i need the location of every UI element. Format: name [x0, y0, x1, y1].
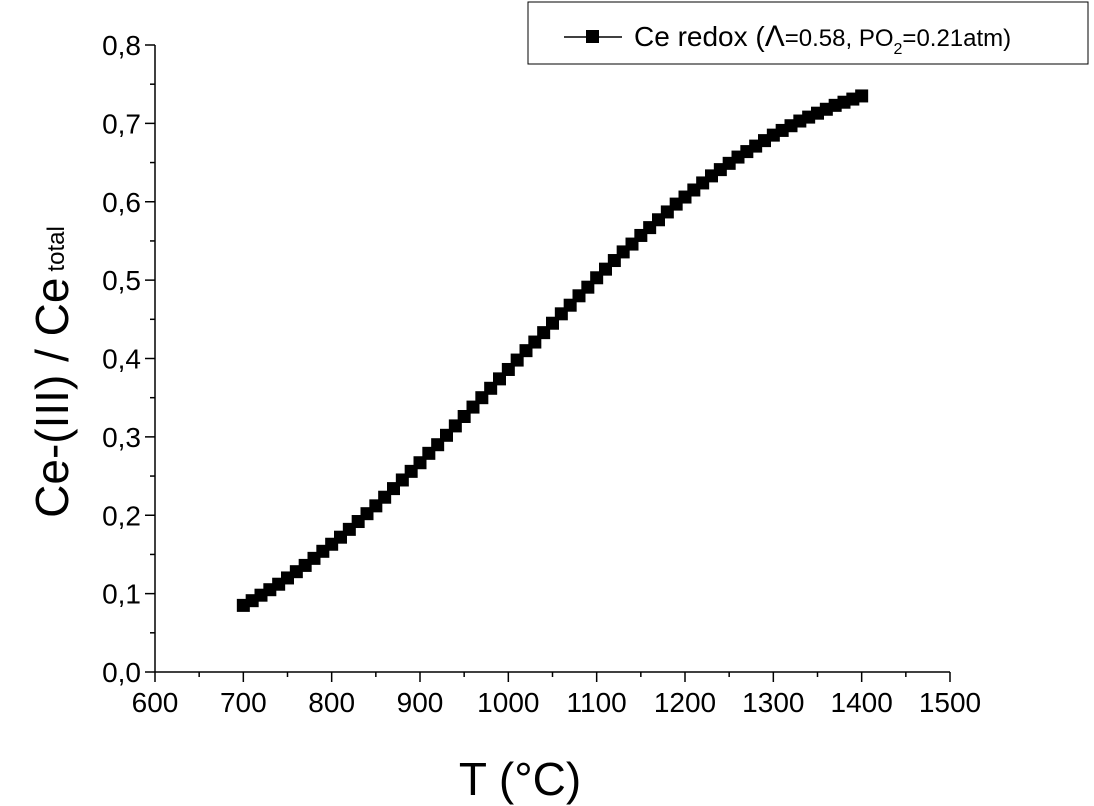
y-axis-title-subscript: total	[43, 226, 70, 271]
x-tick-label: 600	[132, 687, 179, 718]
x-axis-ticks: 600 700 800 900 1000 1100 1200 1300 1400 1500	[132, 672, 981, 718]
y-axis-title-main: Ce-(III) / Ce	[26, 278, 78, 518]
x-tick-label: 700	[220, 687, 267, 718]
y-tick-label: 0,2	[102, 500, 141, 531]
data-point	[855, 89, 869, 103]
y-axis-ticks: 0,0 0,1 0,2 0,3 0,4 0,5 0,6 0,7 0,8	[102, 30, 155, 688]
y-axis-title: Ce-(III) / Ce total	[26, 226, 78, 518]
y-tick-label: 0,6	[102, 187, 141, 218]
x-tick-label: 1100	[567, 687, 627, 718]
y-tick-label: 0,3	[102, 422, 141, 453]
legend-label-end: =0.21atm)	[902, 25, 1011, 52]
y-tick-label: 0,5	[102, 265, 141, 296]
y-tick-label: 0,4	[102, 344, 141, 375]
legend-po2-subscript: 2	[894, 41, 903, 58]
x-tick-label: 1300	[742, 687, 804, 718]
x-tick-label: 1500	[919, 687, 981, 718]
legend-lambda: Λ	[765, 20, 785, 53]
legend-label-start: Ce redox (	[634, 21, 765, 52]
x-tick-label: 800	[308, 687, 355, 718]
legend: Ce redox (Λ=0.58, PO2=0.21atm)	[527, 1, 1089, 65]
legend-label: Ce redox (Λ=0.58, PO2=0.21atm)	[634, 20, 1011, 58]
series-line	[242, 95, 862, 607]
x-tick-label: 1400	[831, 687, 893, 718]
y-tick-label: 0,1	[102, 579, 141, 610]
y-tick-label: 0,7	[102, 108, 141, 139]
legend-label-mid: =0.58, PO	[785, 25, 894, 52]
x-tick-label: 900	[397, 687, 444, 718]
y-tick-label: 0,8	[102, 30, 141, 61]
legend-box	[527, 1, 1089, 65]
x-tick-label: 1200	[654, 687, 716, 718]
x-axis-title: T (°C)	[459, 753, 581, 805]
x-tick-label: 1000	[477, 687, 539, 718]
legend-marker-sample	[586, 30, 599, 43]
y-tick-label: 0,0	[102, 657, 141, 688]
data-series-markers	[236, 89, 869, 612]
